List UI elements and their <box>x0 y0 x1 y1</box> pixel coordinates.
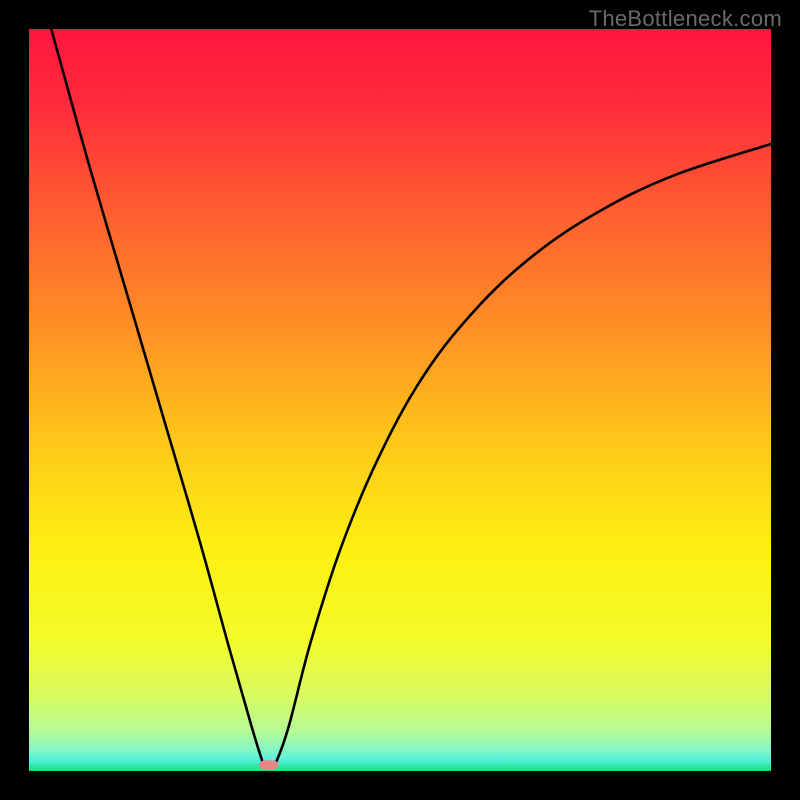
bottleneck-chart-container: TheBottleneck.com <box>0 0 800 800</box>
gradient-background <box>29 29 771 771</box>
plot-area <box>29 29 771 771</box>
chart-svg <box>29 29 771 771</box>
minimum-marker <box>259 760 278 770</box>
